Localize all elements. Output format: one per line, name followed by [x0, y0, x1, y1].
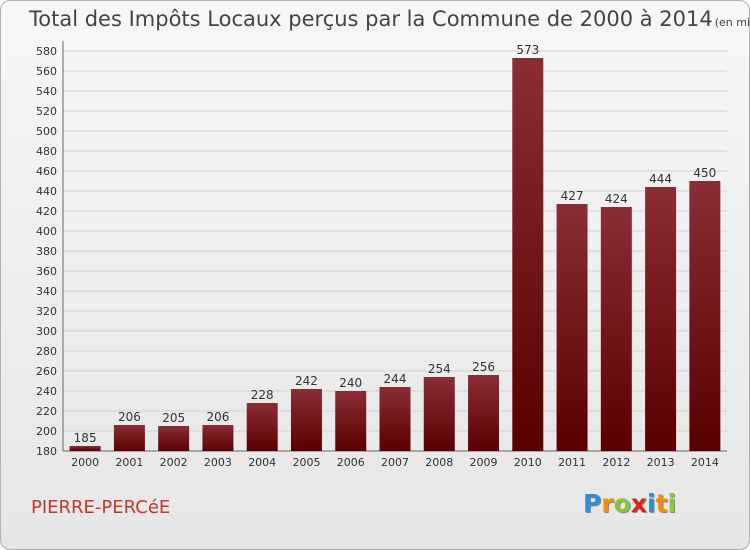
y-tick-label: 540 — [36, 85, 57, 98]
bar-value-label: 242 — [295, 374, 318, 388]
x-tick-label: 2013 — [647, 456, 675, 469]
bar-value-label: 206 — [118, 410, 141, 424]
x-tick-label: 2003 — [204, 456, 232, 469]
bar — [423, 377, 455, 451]
y-tick-label: 480 — [36, 145, 57, 158]
x-tick-label: 2001 — [115, 456, 143, 469]
bar — [202, 425, 234, 451]
y-tick-label: 320 — [36, 305, 57, 318]
bar-value-label: 424 — [605, 192, 628, 206]
y-tick-label: 460 — [36, 165, 57, 178]
bar — [379, 387, 411, 451]
y-tick-label: 440 — [36, 185, 57, 198]
bar — [335, 391, 367, 451]
bar — [645, 187, 677, 451]
data-labels: 185 206 205 206 228 242 240 244 254 256 573 427 424 4… — [74, 43, 717, 445]
logo-letter: P — [583, 489, 602, 518]
bar — [113, 425, 145, 451]
y-tick-label: 560 — [36, 65, 57, 78]
y-tick-label: 340 — [36, 285, 57, 298]
chart-title: Total des Impôts Locaux perçus par la Co… — [29, 7, 750, 31]
y-tick-label: 400 — [36, 225, 57, 238]
x-tick-label: 2002 — [160, 456, 188, 469]
bar-value-label: 573 — [516, 43, 539, 57]
x-tick-label: 2014 — [691, 456, 719, 469]
bar-value-label: 256 — [472, 360, 495, 374]
bar-value-label: 206 — [206, 410, 229, 424]
bar-value-label: 205 — [162, 411, 185, 425]
x-tick-label: 2010 — [514, 456, 542, 469]
bar-value-label: 427 — [561, 189, 584, 203]
logo-letter: r — [601, 489, 614, 518]
commune-name: PIERRE-PERCéE — [31, 497, 171, 518]
proxiti-logo: Proxiti — [583, 489, 676, 518]
y-tick-label: 580 — [36, 45, 57, 58]
x-tick-label: 2004 — [248, 456, 276, 469]
x-tick-label: 2005 — [292, 456, 320, 469]
y-tick-label: 200 — [36, 425, 57, 438]
bar-value-label: 444 — [649, 172, 672, 186]
bar-value-label: 185 — [74, 431, 97, 445]
y-tick-label: 520 — [36, 105, 57, 118]
logo-letter: t — [655, 489, 668, 518]
bar — [468, 375, 500, 451]
y-tick-label: 180 — [36, 445, 57, 458]
x-tick-label: 2011 — [558, 456, 586, 469]
x-tick-label: 2006 — [337, 456, 365, 469]
bar-value-label: 228 — [251, 388, 274, 402]
x-tick-label: 2012 — [602, 456, 630, 469]
bar-value-label: 450 — [693, 166, 716, 180]
x-tick-label: 2007 — [381, 456, 409, 469]
bar — [512, 58, 544, 451]
y-tick-label: 300 — [36, 325, 57, 338]
axes: 180 200 220 240 260 280 300 320 340 360 380 400 420 4… — [36, 41, 727, 469]
logo-letter: i — [647, 489, 656, 518]
y-tick-label: 420 — [36, 205, 57, 218]
x-tick-label: 2009 — [470, 456, 498, 469]
bar-value-label: 240 — [339, 376, 362, 390]
y-tick-label: 500 — [36, 125, 57, 138]
title-unit: (en milliers d'€) — [714, 16, 750, 29]
bar — [290, 389, 322, 451]
bar — [158, 426, 190, 451]
bars — [69, 58, 721, 451]
bar — [689, 181, 721, 451]
y-tick-label: 240 — [36, 385, 57, 398]
bar — [246, 403, 278, 451]
y-tick-label: 260 — [36, 365, 57, 378]
title-text: Total des Impôts Locaux perçus par la Co… — [29, 7, 713, 31]
x-tick-label: 2000 — [71, 456, 99, 469]
logo-letter: i — [667, 489, 677, 518]
y-tick-label: 360 — [36, 265, 57, 278]
logo-letter: o — [613, 489, 631, 518]
logo-letter: x — [630, 489, 647, 518]
y-tick-label: 380 — [36, 245, 57, 258]
bar-value-label: 254 — [428, 362, 451, 376]
y-tick-label: 280 — [36, 345, 57, 358]
bar — [556, 204, 588, 451]
bar — [600, 207, 632, 451]
x-tick-label: 2008 — [425, 456, 453, 469]
bar — [69, 446, 101, 451]
y-tick-label: 220 — [36, 405, 57, 418]
bar-value-label: 244 — [384, 372, 407, 386]
